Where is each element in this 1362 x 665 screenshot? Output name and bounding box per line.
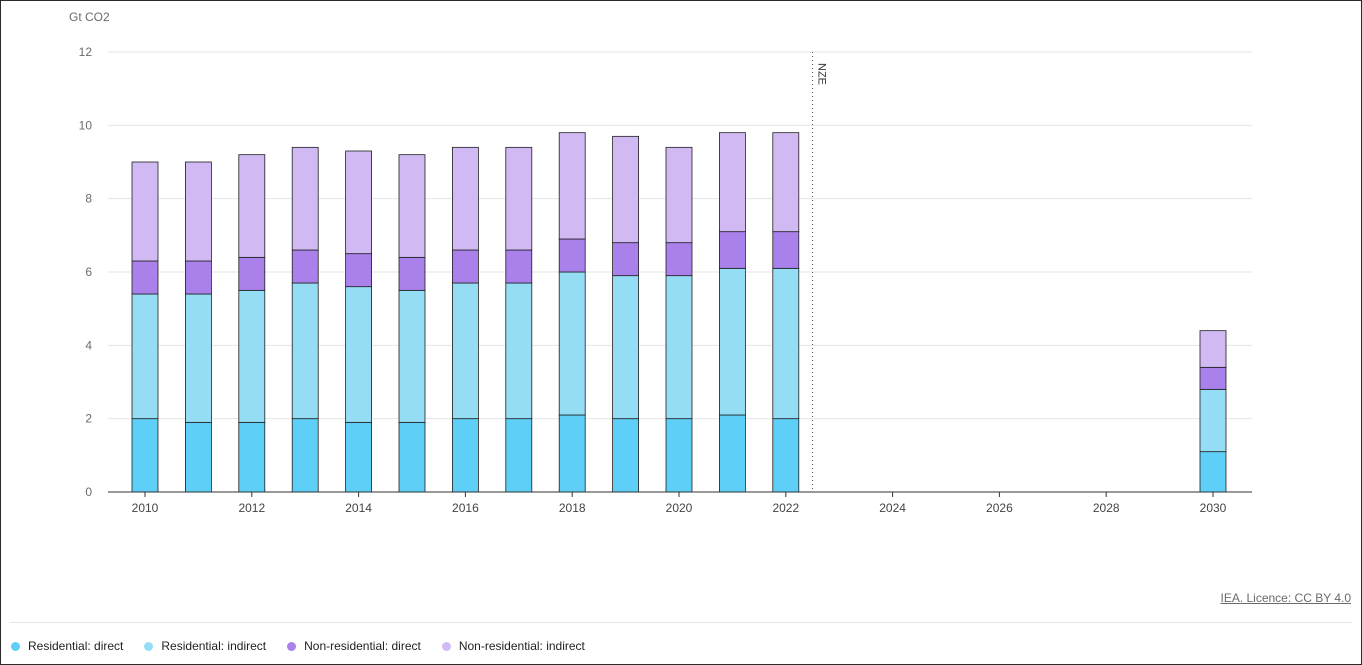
bar-segment	[772, 132, 800, 233]
bar-segment	[398, 154, 426, 258]
nze-annotation-label: NZE	[816, 63, 828, 85]
bar-segment	[1199, 366, 1227, 390]
x-tick-label: 2014	[345, 501, 372, 515]
bar-segment	[238, 421, 266, 493]
bar-segment	[665, 418, 693, 493]
bar-segment	[558, 271, 586, 416]
bar-segment	[184, 421, 212, 493]
bar-segment	[719, 414, 746, 493]
bar-segment	[505, 282, 533, 420]
bar-segment	[558, 238, 586, 273]
bar-segment	[612, 418, 639, 493]
bar-segment	[184, 161, 212, 262]
bar-segment	[398, 256, 426, 291]
y-tick-label: 10	[79, 118, 93, 132]
bar-segment	[291, 418, 319, 493]
legend-label: Non-residential: indirect	[458, 639, 585, 653]
bar-segment	[131, 418, 159, 493]
bar-segment	[719, 267, 746, 416]
bar-segment	[612, 275, 639, 420]
bar-segment	[131, 293, 159, 420]
bar-segment	[1199, 451, 1227, 493]
y-tick-label: 12	[79, 45, 93, 59]
bar-segment	[345, 421, 373, 493]
bar-segment	[238, 289, 266, 423]
legend-label: Residential: direct	[28, 639, 124, 653]
licence-link[interactable]: IEA. Licence: CC BY 4.0	[1220, 591, 1351, 605]
legend-label: Non-residential: direct	[304, 639, 421, 653]
bar-segment	[451, 249, 479, 284]
bar-segment	[505, 418, 533, 493]
chart-legend: Residential: direct Residential: indirect…	[11, 639, 606, 653]
bar-segment	[291, 282, 319, 420]
bar-segment	[1199, 330, 1227, 368]
bar-segment	[291, 146, 319, 251]
legend-swatch	[441, 641, 451, 651]
bar-segment	[131, 260, 159, 295]
bar-segment	[1199, 388, 1227, 453]
y-axis-unit-label: Gt CO2	[69, 10, 110, 24]
x-tick-label: 2028	[1093, 501, 1120, 515]
bar-segment	[772, 231, 800, 269]
legend-swatch	[11, 641, 20, 651]
bar-segment	[451, 282, 479, 420]
bar-segment	[719, 132, 746, 233]
x-tick-label: 2022	[772, 501, 799, 515]
bar-segment	[772, 267, 800, 420]
bar-segment	[558, 132, 586, 240]
bar-segment	[451, 146, 479, 251]
x-tick-label: 2024	[879, 501, 906, 515]
legend-label: Residential: indirect	[161, 639, 267, 653]
legend-swatch	[287, 641, 297, 651]
legend-item[interactable]: Residential: direct	[11, 639, 123, 653]
bar-segment	[398, 289, 426, 423]
bar-segment	[345, 253, 373, 288]
x-tick-label: 2012	[238, 501, 265, 515]
bar-segment	[505, 249, 533, 284]
x-tick-label: 2020	[666, 501, 693, 515]
bar-segment	[665, 146, 693, 244]
bar-segment	[184, 293, 212, 423]
bar-segment	[612, 135, 639, 244]
bar-segment	[398, 421, 426, 493]
legend-item[interactable]: Non-residential: indirect	[441, 639, 585, 653]
legend-swatch	[144, 641, 154, 651]
x-tick-label: 2030	[1200, 501, 1227, 515]
bar-segment	[665, 242, 693, 277]
x-tick-label: 2018	[559, 501, 586, 515]
y-tick-label: 0	[85, 485, 92, 499]
y-tick-label: 6	[85, 265, 92, 279]
x-tick-label: 2010	[132, 501, 159, 515]
bar-segment	[719, 231, 746, 269]
bar-segment	[345, 150, 373, 255]
bar-segment	[291, 249, 319, 284]
bar-segment	[505, 146, 533, 251]
y-tick-label: 8	[85, 192, 92, 206]
y-tick-label: 2	[85, 412, 92, 426]
legend-item[interactable]: Non-residential: direct	[287, 639, 421, 653]
bar-segment	[238, 256, 266, 291]
bar-segment	[558, 414, 586, 493]
y-tick-label: 4	[85, 338, 92, 352]
bar-segment	[665, 275, 693, 420]
bar-segment	[131, 161, 159, 262]
bar-segment	[184, 260, 212, 295]
bar-segment	[451, 418, 479, 493]
bar-segment	[238, 154, 266, 258]
bar-segment	[772, 418, 800, 493]
bar-segment	[612, 242, 639, 277]
legend-item[interactable]: Residential: indirect	[144, 639, 266, 653]
x-tick-label: 2016	[452, 501, 479, 515]
bar-segment	[345, 286, 373, 423]
x-tick-label: 2026	[986, 501, 1013, 515]
legend-divider	[10, 622, 1352, 623]
